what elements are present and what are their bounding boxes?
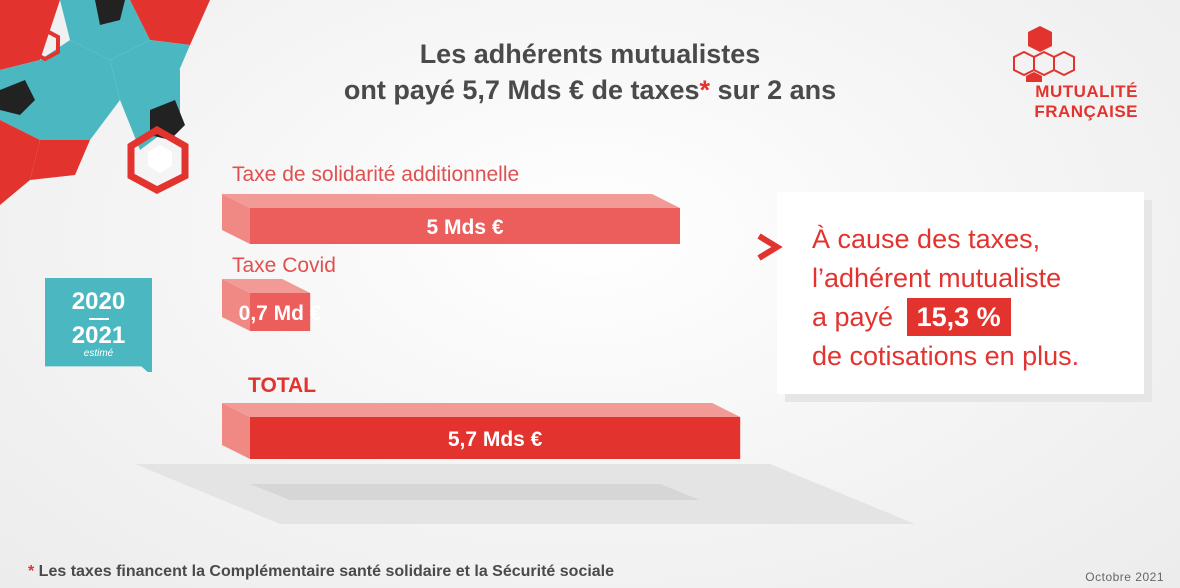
bar-side-2	[222, 403, 250, 459]
callout-text: À cause des taxes, l’adhérent mutualiste…	[812, 220, 1132, 376]
page-title: Les adhérents mutualistes ont payé 5,7 M…	[260, 36, 920, 108]
bar-side-0	[222, 194, 250, 244]
callout-line-3-text: a payé	[812, 302, 894, 332]
period-badge: 2020 2021 estimé	[45, 278, 152, 372]
logo-line-2: FRANÇAISE	[1034, 102, 1138, 121]
chevron-right-icon	[757, 233, 783, 261]
footnote: * Les taxes financent la Complémentaire …	[28, 563, 614, 581]
bar-top-1	[222, 279, 311, 293]
footnote-asterisk: *	[28, 563, 35, 580]
bar-front-1	[250, 293, 311, 331]
bar-value-label-1: 0,7 Md €	[239, 302, 322, 325]
bar-front-0	[250, 208, 680, 244]
period-note: estimé	[83, 348, 114, 359]
bar-label-covid: Taxe Covid	[232, 254, 336, 277]
hexagon-decoration	[0, 0, 210, 205]
logo-hexagons-icon	[1013, 26, 1075, 82]
footnote-text: Les taxes financent la Complémentaire sa…	[34, 563, 615, 580]
bar-top-0	[222, 194, 680, 208]
bar-label-solidarite: Taxe de solidarité additionnelle	[232, 163, 520, 186]
period-year-end: 2021	[71, 322, 126, 349]
callout-line-2: l’adhérent mutualiste	[812, 263, 1062, 293]
callout-highlight-percent: 15,3 %	[906, 298, 1011, 336]
bar-top-2	[222, 403, 741, 417]
callout-line-4: de cotisations en plus.	[812, 341, 1080, 371]
bar-value-label-0: 5 Mds €	[426, 216, 503, 239]
publication-date: Octobre 2021	[1085, 570, 1164, 584]
logo-line-1: MUTUALITÉ	[1035, 82, 1138, 101]
mutualite-francaise-logo: MUTUALITÉ FRANÇAISE	[1010, 24, 1160, 134]
bar-2: 5,7 Mds €	[222, 403, 741, 459]
bar-value-label-2: 5,7 Mds €	[448, 428, 543, 451]
callout-box	[777, 192, 1144, 394]
bar-side-1	[222, 279, 250, 331]
bar-0: 5 Mds €	[222, 194, 680, 244]
floor-shadow-inner	[250, 484, 700, 500]
callout-line-3: a payé 15,3 %	[812, 298, 1132, 337]
title-line-2-text: ont payé 5,7 Mds € de taxes	[343, 75, 700, 105]
bar-front-2	[250, 417, 741, 459]
title-line-2: ont payé 5,7 Mds € de taxes* sur 2 ans	[260, 72, 920, 108]
callout-line-1: À cause des taxes,	[812, 224, 1041, 254]
period-dash	[88, 318, 109, 320]
bar-label-total: TOTAL	[248, 374, 317, 397]
title-line-1: Les adhérents mutualistes	[419, 39, 761, 69]
title-asterisk: *	[699, 75, 711, 105]
title-line-2-suffix: sur 2 ans	[710, 75, 837, 105]
bar-1: 0,7 Md €	[222, 279, 322, 331]
period-year-start: 2020	[71, 288, 126, 315]
